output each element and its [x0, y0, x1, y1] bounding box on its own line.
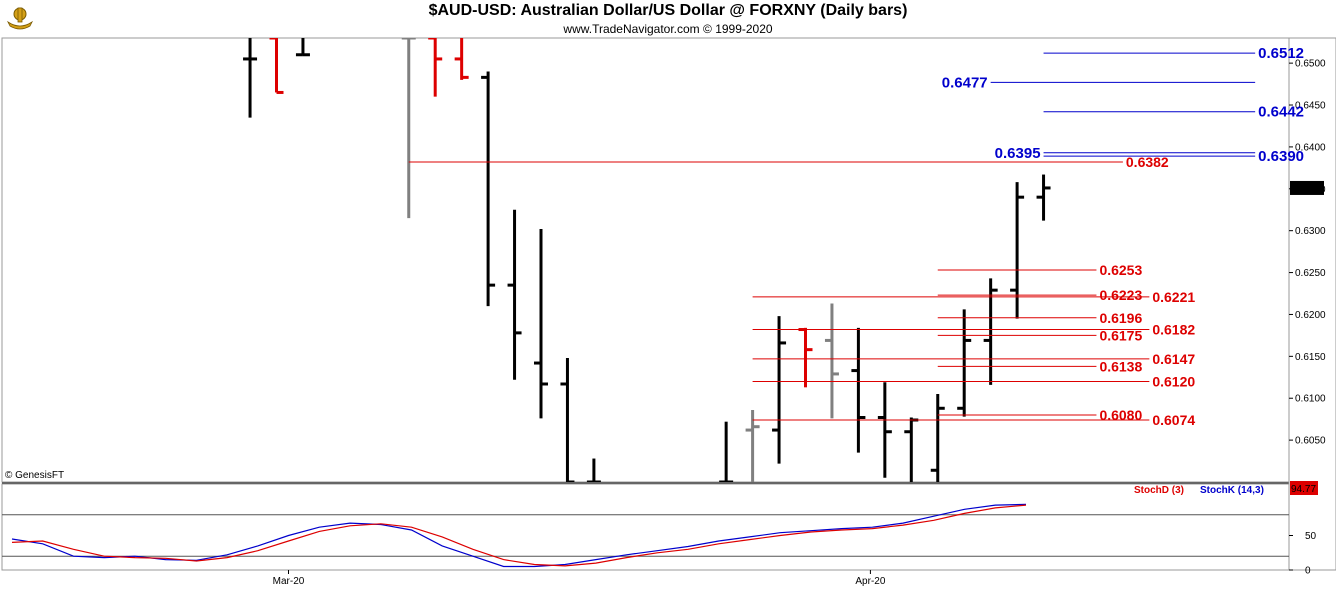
level-label: 0.6175 [1099, 327, 1142, 343]
y-tick-label: 0.6450 [1295, 101, 1326, 112]
y-tick-label: 0.6500 [1295, 59, 1326, 70]
level-label: 0.6395 [995, 145, 1041, 162]
osc-y-tick-label: 50 [1305, 531, 1317, 542]
copyright-text: © GenesisFT [5, 470, 64, 481]
chart-title: $AUD-USD: Australian Dollar/US Dollar @ … [428, 2, 908, 19]
x-tick-label: Apr-20 [855, 576, 885, 587]
last-price-tag [1290, 180, 1324, 195]
level-label: 0.6223 [1099, 287, 1142, 303]
chart-subtitle: www.TradeNavigator.com © 1999-2020 [563, 22, 773, 36]
level-label: 0.6080 [1099, 407, 1142, 423]
y-tick-label: 0.6100 [1295, 394, 1326, 405]
level-label: 0.6382 [1126, 154, 1169, 170]
y-tick-label: 0.6400 [1295, 142, 1326, 153]
trade-navigator-logo-icon [4, 4, 36, 37]
osc-y-tick-label: 0 [1305, 566, 1311, 577]
level-label: 0.6390 [1258, 148, 1304, 165]
level-label: 0.6182 [1152, 322, 1195, 338]
osc-last-value-label: 94.77 [1291, 484, 1316, 495]
legend-entry: StochD (3) [1134, 485, 1184, 496]
y-tick-label: 0.6050 [1295, 436, 1326, 447]
level-label: 0.6147 [1152, 351, 1195, 367]
x-tick-label: Mar-20 [273, 576, 305, 587]
stoch-series-line [11, 504, 1027, 567]
legend-entry: StochK (14,3) [1200, 485, 1264, 496]
level-label: 0.6138 [1099, 358, 1142, 374]
level-label: 0.6221 [1152, 289, 1195, 305]
level-label: 0.6442 [1258, 104, 1304, 121]
oscillator-panel [1, 483, 1290, 571]
level-label: 0.6512 [1258, 45, 1304, 62]
level-label: 0.6074 [1152, 412, 1195, 428]
ohlc-bars [243, 38, 1051, 482]
y-tick-label: 0.6250 [1295, 268, 1326, 279]
y-tick-label: 0.6200 [1295, 310, 1326, 321]
level-label: 0.6120 [1152, 373, 1195, 389]
level-label: 0.6253 [1099, 262, 1142, 278]
level-label: 0.6477 [942, 74, 988, 91]
level-label: 0.6196 [1099, 310, 1142, 326]
y-tick-label: 0.6150 [1295, 352, 1326, 363]
last-price-label: 0.6351 [1292, 184, 1323, 195]
osc-last-value-tag [1290, 481, 1318, 495]
level-lines: 0.6512 0.6477 0.6442 0.6395 0.6390 0.6382 0.62… [408, 45, 1304, 428]
y-tick-label: 0.6300 [1295, 226, 1326, 237]
